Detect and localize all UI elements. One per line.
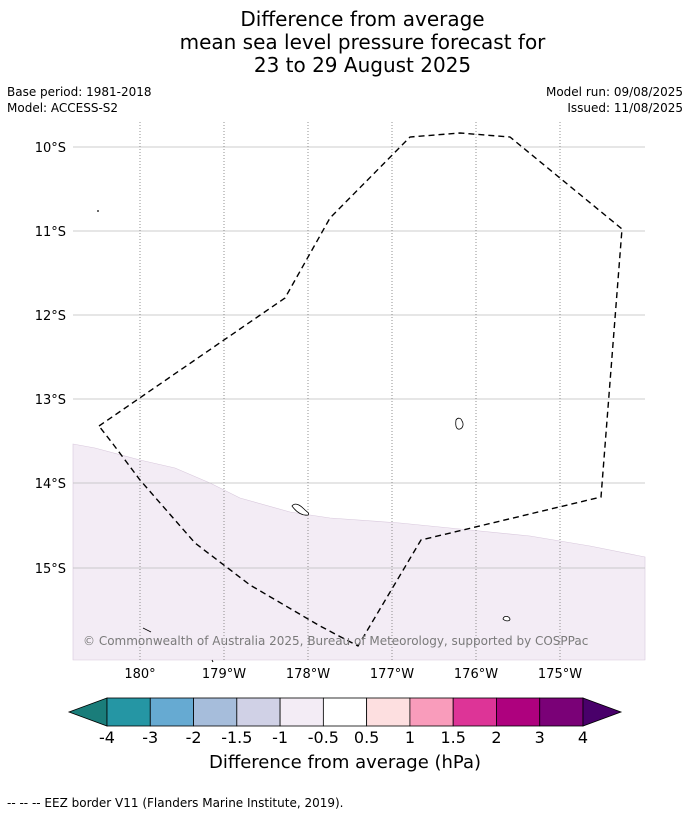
chart-title: Difference from average mean sea level p… xyxy=(0,8,690,77)
colorbar-tick-label: -2 xyxy=(186,728,202,747)
latitude-label: 13°S xyxy=(35,393,66,408)
colorbar-segment xyxy=(366,697,411,727)
longitude-label: 177°W xyxy=(370,667,414,682)
colorbar-tick-label: 0.5 xyxy=(354,728,379,747)
colorbar-segment xyxy=(106,697,151,727)
longitude-label: 180° xyxy=(124,667,155,682)
colorbar-segment xyxy=(409,697,454,727)
colorbar-segment xyxy=(539,697,584,727)
island-dot xyxy=(97,210,99,212)
island-outline xyxy=(291,503,310,516)
issued-text: Issued: 11/08/2025 xyxy=(567,101,683,115)
eez-border xyxy=(97,132,623,647)
eez-footnote: -- -- -- EEZ border V11 (Flanders Marine… xyxy=(7,796,344,810)
colorbar-title: Difference from average (hPa) xyxy=(208,752,482,773)
colorbar-segment xyxy=(193,697,238,727)
colorbar: -4 -3 -2 -1.5 -1 -0.5 0.5 1 1.5 2 3 4 xyxy=(67,697,623,747)
latitude-label: 10°S xyxy=(35,141,66,156)
colorbar-tick-label: -4 xyxy=(99,728,115,747)
base-period-text: Base period: 1981-2018 xyxy=(7,85,152,99)
colorbar-min-extension xyxy=(67,697,108,727)
colorbar-tick-label: -3 xyxy=(142,728,158,747)
colorbar-segment xyxy=(322,697,368,727)
colorbar-tick-label: -1 xyxy=(272,728,288,747)
meta-right: Model run: 09/08/2025 Issued: 11/08/2025 xyxy=(546,84,683,116)
meta-left: Base period: 1981-2018 Model: ACCESS-S2 xyxy=(7,84,152,116)
island-outline xyxy=(142,627,152,633)
colorbar-tick-label: 3 xyxy=(535,728,545,747)
colorbar-segment xyxy=(279,697,324,727)
longitude-label: 176°W xyxy=(454,667,498,682)
map-panel: © Commonwealth of Australia 2025, Bureau… xyxy=(72,122,646,663)
latitude-label: 11°S xyxy=(35,225,66,240)
colorbar-segment xyxy=(236,697,281,727)
colorbar-segment xyxy=(452,697,497,727)
graticule xyxy=(73,122,645,660)
title-line-1: Difference from average xyxy=(240,7,485,31)
colorbar-max-extension xyxy=(582,697,623,727)
longitude-label: 178°W xyxy=(286,667,330,682)
latitude-label: 14°S xyxy=(35,477,66,492)
colorbar-segment xyxy=(149,697,194,727)
model-run-text: Model run: 09/08/2025 xyxy=(545,85,683,99)
colorbar-tick-label: -1.5 xyxy=(221,728,252,747)
anomaly-shading-region xyxy=(72,443,646,661)
longitude-label: 175°W xyxy=(538,667,582,682)
colorbar-tick-label: -0.5 xyxy=(308,728,339,747)
island-outline xyxy=(455,417,464,430)
island-outline xyxy=(502,615,511,622)
latitude-label: 15°S xyxy=(35,562,66,577)
colorbar-tick-label: 4 xyxy=(578,728,588,747)
copyright-text: © Commonwealth of Australia 2025, Bureau… xyxy=(83,634,588,648)
model-text: Model: ACCESS-S2 xyxy=(7,101,119,115)
colorbar-segment xyxy=(496,697,541,727)
colorbar-tick-label: 1.5 xyxy=(440,728,465,747)
longitude-label: 179°W xyxy=(202,667,246,682)
colorbar-tick-label: 2 xyxy=(491,728,501,747)
latitude-label: 12°S xyxy=(35,309,66,324)
colorbar-tick-label: 1 xyxy=(405,728,415,747)
axis-labels: 10°S 11°S 12°S 13°S 14°S 15°S 180° 179°W 178°W 17… xyxy=(35,141,583,682)
island-outline xyxy=(211,659,214,663)
title-line-3: 23 to 29 August 2025 xyxy=(253,53,472,77)
title-line-2: mean sea level pressure forecast for xyxy=(179,30,546,54)
